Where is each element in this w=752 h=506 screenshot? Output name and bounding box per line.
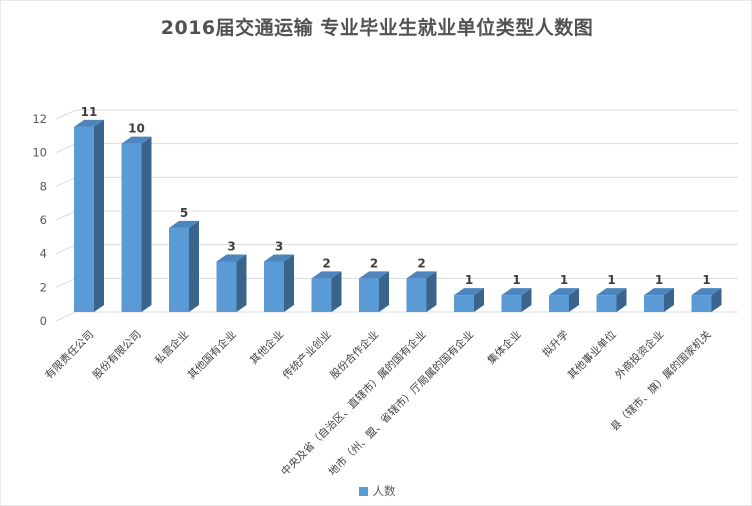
gridline [55, 311, 738, 322]
x-tick-label: 其他事业单位 [565, 328, 619, 382]
x-tick-label: 其他企业 [247, 328, 286, 367]
bar-value-label: 2 [370, 256, 378, 270]
bar-side-face [474, 288, 484, 312]
bar-value-label: 10 [128, 122, 145, 136]
bar-front-face [216, 261, 237, 312]
bar-side-face [426, 271, 437, 312]
x-tick-label: 股份有限公司 [90, 328, 144, 382]
legend-swatch-icon [358, 486, 368, 496]
gridline [55, 244, 738, 255]
gridline [55, 210, 738, 221]
bar-value-label: 3 [227, 240, 235, 254]
x-tick-label: 拟升学 [540, 328, 571, 359]
bar-front-face [121, 143, 142, 312]
bar-value-label: 1 [702, 273, 710, 287]
bar-side-face [711, 288, 722, 312]
bar-front-face [311, 278, 332, 312]
gridline [55, 277, 738, 288]
bar-front-face [169, 227, 189, 312]
x-tick-label: 外商投资企业 [612, 328, 666, 382]
bar-side-face [331, 271, 342, 312]
y-tick-label: 2 [40, 280, 47, 294]
x-tick-label: 传统产业创业 [280, 328, 334, 382]
bar-front-face [264, 261, 284, 312]
bar-side-face [141, 136, 152, 312]
bar-front-face [359, 278, 379, 312]
legend: 人数 [1, 483, 751, 499]
bar-value-label: 1 [512, 273, 520, 287]
bar-value-label: 1 [560, 273, 568, 287]
y-tick-label: 12 [32, 112, 47, 126]
bar-front-face [596, 295, 617, 312]
bar-side-face [569, 288, 579, 312]
bar-front-face [406, 278, 427, 312]
bar-front-face [549, 295, 569, 312]
bar-side-face [664, 288, 674, 312]
bar-value-label: 2 [322, 256, 330, 270]
bar-value-label: 2 [417, 256, 425, 270]
bar-value-label: 1 [465, 273, 473, 287]
bar-side-face [189, 220, 199, 312]
y-tick-label: 8 [40, 179, 47, 193]
x-tick-label: 集体企业 [485, 328, 524, 367]
gridline [55, 143, 738, 154]
y-tick-label: 0 [40, 314, 47, 328]
y-tick-label: 6 [40, 213, 47, 227]
x-tick-label: 私营企业 [152, 328, 191, 367]
bar-value-label: 1 [607, 273, 615, 287]
bar-front-face [501, 295, 522, 312]
x-tick-label: 股份合作企业 [327, 328, 381, 382]
x-tick-label: 县（辖市、旗）属的国家机关 [608, 328, 714, 434]
bar-front-face [454, 295, 474, 312]
bar-front-face [691, 295, 712, 312]
bar-side-face [521, 288, 532, 312]
gridline [55, 176, 738, 187]
y-tick-label: 10 [32, 146, 47, 160]
bar-value-label: 11 [81, 105, 98, 119]
bar-side-face [94, 119, 104, 312]
bar-front-face [74, 126, 94, 312]
bar-side-face [284, 254, 294, 312]
gridline [55, 109, 738, 120]
legend-label: 人数 [372, 484, 396, 498]
chart-title: 2016届交通运输 专业毕业生就业单位类型人数图 [160, 17, 594, 39]
x-tick-label: 有限责任公司 [42, 328, 96, 382]
bar-value-label: 5 [180, 206, 188, 220]
x-tick-label: 其他国有企业 [185, 328, 239, 382]
bar-value-label: 1 [655, 273, 663, 287]
bar-value-label: 3 [275, 240, 283, 254]
y-tick-label: 4 [40, 247, 47, 261]
bar-side-face [616, 288, 627, 312]
bar-front-face [644, 295, 664, 312]
bar-side-face [236, 254, 247, 312]
bar-side-face [379, 271, 389, 312]
